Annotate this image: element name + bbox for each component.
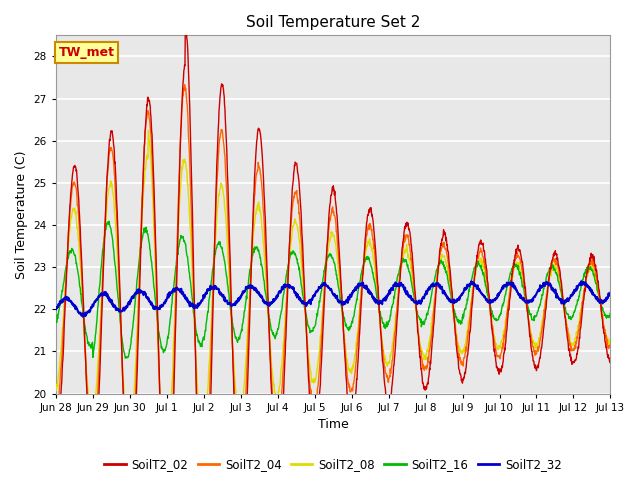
SoilT2_02 (369, 212, 376, 217)
Legend: SoilT2_02, SoilT2_04, SoilT2_08, SoilT2_16, SoilT2_32: SoilT2_02, SoilT2_04, SoilT2_08, SoilT2_… (100, 453, 566, 476)
SoilT2_32 (287, 285, 295, 290)
SoilT2_32 (368, 291, 376, 297)
SoilT2_32 (577, 278, 585, 284)
Text: TW_met: TW_met (59, 46, 115, 59)
SoilT2_02 (607, 359, 614, 364)
SoilT2_16 (52, 320, 60, 325)
Line: SoilT2_32: SoilT2_32 (56, 281, 611, 317)
SoilT2_04 (95, 369, 102, 374)
Line: SoilT2_04: SoilT2_04 (56, 84, 611, 480)
SoilT2_16 (118, 333, 125, 339)
SoilT2_04 (52, 406, 60, 411)
SoilT2_04 (300, 273, 307, 278)
SoilT2_04 (369, 233, 376, 239)
SoilT2_02 (95, 395, 102, 401)
SoilT2_08 (118, 336, 125, 342)
SoilT2_02 (118, 330, 125, 336)
SoilT2_02 (288, 195, 296, 201)
SoilT2_32 (299, 298, 307, 304)
SoilT2_16 (607, 310, 614, 316)
Line: SoilT2_02: SoilT2_02 (56, 24, 611, 480)
SoilT2_02 (182, 21, 189, 27)
Line: SoilT2_16: SoilT2_16 (56, 221, 611, 358)
SoilT2_04 (607, 342, 614, 348)
SoilT2_08 (52, 385, 60, 391)
SoilT2_16 (310, 324, 317, 330)
SoilT2_04 (288, 209, 296, 215)
SoilT2_04 (180, 82, 188, 87)
SoilT2_32 (95, 293, 103, 299)
SoilT2_08 (145, 127, 152, 133)
SoilT2_04 (118, 337, 125, 343)
X-axis label: Time: Time (318, 418, 349, 431)
SoilT2_04 (310, 404, 317, 409)
SoilT2_32 (52, 306, 60, 312)
SoilT2_02 (52, 431, 60, 436)
SoilT2_08 (369, 246, 376, 252)
SoilT2_08 (300, 288, 307, 294)
SoilT2_16 (122, 355, 129, 361)
SoilT2_32 (118, 308, 125, 314)
SoilT2_16 (95, 293, 102, 299)
SoilT2_08 (95, 346, 102, 352)
SoilT2_16 (369, 267, 376, 273)
SoilT2_16 (300, 295, 307, 300)
SoilT2_16 (105, 218, 113, 224)
SoilT2_02 (310, 432, 317, 438)
SoilT2_08 (288, 232, 296, 238)
SoilT2_08 (310, 378, 317, 384)
SoilT2_16 (288, 252, 296, 257)
Title: Soil Temperature Set 2: Soil Temperature Set 2 (246, 15, 420, 30)
SoilT2_32 (79, 314, 86, 320)
Y-axis label: Soil Temperature (C): Soil Temperature (C) (15, 150, 28, 279)
SoilT2_08 (607, 337, 614, 343)
SoilT2_08 (163, 465, 170, 470)
SoilT2_32 (309, 293, 317, 299)
SoilT2_32 (607, 290, 614, 296)
Line: SoilT2_08: SoilT2_08 (56, 130, 611, 468)
SoilT2_02 (300, 259, 307, 265)
